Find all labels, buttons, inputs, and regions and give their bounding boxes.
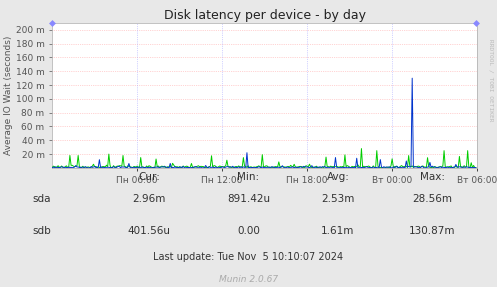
- Text: 0.00: 0.00: [237, 226, 260, 236]
- Text: 28.56m: 28.56m: [413, 195, 452, 204]
- Text: sda: sda: [32, 195, 51, 204]
- Text: 2.96m: 2.96m: [132, 195, 166, 204]
- Text: 891.42u: 891.42u: [227, 195, 270, 204]
- Text: Max:: Max:: [420, 172, 445, 181]
- Text: 1.61m: 1.61m: [321, 226, 355, 236]
- Text: Avg:: Avg:: [327, 172, 349, 181]
- Text: Min:: Min:: [238, 172, 259, 181]
- Text: Cur:: Cur:: [138, 172, 160, 181]
- Text: sdb: sdb: [32, 226, 51, 236]
- Title: Disk latency per device - by day: Disk latency per device - by day: [164, 9, 366, 22]
- Text: 2.53m: 2.53m: [321, 195, 355, 204]
- Y-axis label: Average IO Wait (seconds): Average IO Wait (seconds): [4, 36, 13, 155]
- Text: 401.56u: 401.56u: [128, 226, 170, 236]
- Text: Last update: Tue Nov  5 10:10:07 2024: Last update: Tue Nov 5 10:10:07 2024: [154, 252, 343, 262]
- Text: RRDTOOL / TOBI OETIKER: RRDTOOL / TOBI OETIKER: [489, 39, 494, 122]
- Text: 130.87m: 130.87m: [409, 226, 456, 236]
- Text: Munin 2.0.67: Munin 2.0.67: [219, 275, 278, 284]
